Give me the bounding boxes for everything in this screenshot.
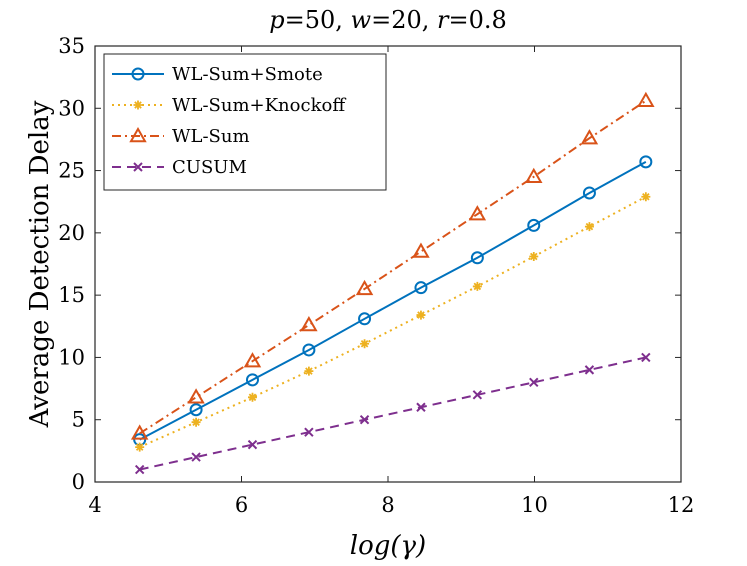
y-tick-label: 35 xyxy=(58,34,85,58)
data-point xyxy=(641,352,651,363)
data-point xyxy=(130,424,149,440)
data-point xyxy=(580,129,599,145)
series-line xyxy=(139,195,647,449)
data-point xyxy=(472,281,482,291)
data-point xyxy=(247,439,258,450)
y-tick-label: 20 xyxy=(58,221,85,245)
legend-marker xyxy=(129,126,147,143)
data-point xyxy=(243,352,262,368)
x-tick-label: 10 xyxy=(521,493,548,517)
y-tick-label: 15 xyxy=(58,283,85,307)
x-axis-label: log(γ) xyxy=(350,531,426,561)
series-line xyxy=(139,160,647,441)
data-point xyxy=(641,192,651,202)
data-point xyxy=(302,343,316,357)
data-point xyxy=(584,365,595,375)
data-point xyxy=(358,312,372,326)
x-tick-label: 4 xyxy=(88,493,101,517)
y-tick-label: 10 xyxy=(58,345,85,369)
data-point xyxy=(470,251,484,265)
y-tick-label: 0 xyxy=(72,470,85,494)
series-line xyxy=(139,356,647,471)
data-point xyxy=(187,388,205,404)
data-point xyxy=(304,366,314,376)
data-point xyxy=(525,167,543,184)
data-point xyxy=(584,222,594,232)
legend-label: WL-Sum xyxy=(172,126,250,147)
data-point xyxy=(468,205,487,221)
data-point xyxy=(637,91,655,108)
legend-marker xyxy=(133,100,143,110)
data-point xyxy=(245,373,259,387)
data-point xyxy=(639,155,653,169)
series-wl-sum-knockoff xyxy=(135,192,651,452)
data-point xyxy=(247,392,257,402)
legend-marker xyxy=(131,67,145,81)
data-point xyxy=(416,402,426,412)
data-point xyxy=(527,218,541,232)
data-point xyxy=(414,281,428,295)
data-point xyxy=(355,279,374,296)
y-tick-label: 5 xyxy=(72,408,85,432)
data-point xyxy=(134,464,145,475)
data-point xyxy=(412,242,430,258)
series-wl-sum xyxy=(130,91,655,440)
series-cusum xyxy=(134,352,651,475)
legend-marker xyxy=(133,162,143,172)
legend-label: WL-Sum+Smote xyxy=(172,64,323,85)
data-point xyxy=(304,427,314,437)
data-point xyxy=(582,186,596,200)
data-point xyxy=(416,310,426,320)
data-point xyxy=(191,417,201,427)
data-point xyxy=(472,390,483,400)
data-point xyxy=(135,442,145,452)
series-line xyxy=(139,99,647,435)
x-tick-label: 6 xyxy=(235,493,248,517)
data-point xyxy=(529,377,539,388)
chart-title: p=50, w=20, r=0.8 xyxy=(269,6,507,34)
data-point xyxy=(189,403,203,417)
data-point xyxy=(300,316,318,332)
data-point xyxy=(359,415,370,425)
data-point xyxy=(191,452,201,462)
y-tick-label: 25 xyxy=(58,159,85,183)
data-point xyxy=(529,252,539,262)
legend-label: WL-Sum+Knockoff xyxy=(172,95,346,116)
x-tick-label: 12 xyxy=(668,493,695,517)
x-tick-label: 8 xyxy=(381,493,394,517)
y-tick-label: 30 xyxy=(58,96,85,120)
legend: WL-Sum+Smote WL-Sum+Knockoff WL-Sum CUSUM xyxy=(103,53,387,191)
y-axis-label: Average Detection Delay xyxy=(25,100,55,428)
series-wl-sum-smote xyxy=(133,155,653,447)
data-point xyxy=(360,339,370,349)
legend-label: CUSUM xyxy=(172,157,247,178)
